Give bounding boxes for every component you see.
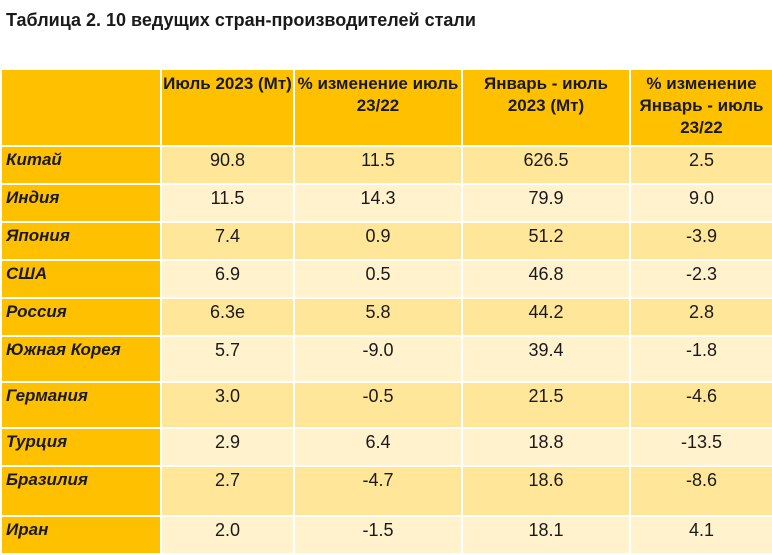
value-cell: 2.5 — [629, 145, 772, 185]
value-cell: -8.6 — [629, 465, 772, 517]
table-row: Бразилия 2.7 -4.7 18.6 -8.6 — [0, 465, 772, 517]
table-row: Германия 3.0 -0.5 21.5 -4.6 — [0, 381, 772, 429]
country-cell: Китай — [0, 145, 162, 185]
value-cell: 2.9 — [160, 427, 295, 467]
value-cell: 0.9 — [293, 221, 463, 261]
value-cell: 2.7 — [160, 465, 295, 517]
value-cell: -4.6 — [629, 381, 772, 429]
country-cell: Иран — [0, 515, 162, 555]
country-cell: США — [0, 259, 162, 299]
value-cell: 14.3 — [293, 183, 463, 223]
value-cell: 0.5 — [293, 259, 463, 299]
value-cell: 18.6 — [461, 465, 631, 517]
country-cell: Германия — [0, 381, 162, 429]
value-cell: 46.8 — [461, 259, 631, 299]
country-cell: Россия — [0, 297, 162, 337]
value-cell: 79.9 — [461, 183, 631, 223]
table-row: США 6.9 0.5 46.8 -2.3 — [0, 259, 772, 299]
value-cell: 3.0 — [160, 381, 295, 429]
header-row: Июль 2023 (Мт) % изменение июль 23/22 Ян… — [0, 68, 772, 147]
value-cell: 2.8 — [629, 297, 772, 337]
table-row: Китай 90.8 11.5 626.5 2.5 — [0, 145, 772, 185]
value-cell: 11.5 — [293, 145, 463, 185]
value-cell: 90.8 — [160, 145, 295, 185]
value-cell: -13.5 — [629, 427, 772, 467]
table-row: Россия 6.3e 5.8 44.2 2.8 — [0, 297, 772, 337]
header-july-2023: Июль 2023 (Мт) — [160, 68, 295, 147]
value-cell: 51.2 — [461, 221, 631, 261]
value-cell: 5.8 — [293, 297, 463, 337]
value-cell: -2.3 — [629, 259, 772, 299]
value-cell: 9.0 — [629, 183, 772, 223]
table-row: Южная Корея 5.7 -9.0 39.4 -1.8 — [0, 335, 772, 383]
header-jan-jul-2023: Январь - июль 2023 (Мт) — [461, 68, 631, 147]
value-cell: 626.5 — [461, 145, 631, 185]
header-change-july: % изменение июль 23/22 — [293, 68, 463, 147]
value-cell: 18.8 — [461, 427, 631, 467]
value-cell: -0.5 — [293, 381, 463, 429]
value-cell: 6.3e — [160, 297, 295, 337]
table-row: Турция 2.9 6.4 18.8 -13.5 — [0, 427, 772, 467]
table-title: Таблица 2. 10 ведущих стран-производител… — [6, 10, 476, 30]
value-cell: -1.5 — [293, 515, 463, 555]
header-country — [0, 68, 162, 147]
value-cell: 39.4 — [461, 335, 631, 383]
country-cell: Япония — [0, 221, 162, 261]
value-cell: -1.8 — [629, 335, 772, 383]
header-change-jan-jul: % изменение Январь - июль 23/22 — [629, 68, 772, 147]
country-cell: Южная Корея — [0, 335, 162, 383]
table-row: Индия 11.5 14.3 79.9 9.0 — [0, 183, 772, 223]
value-cell: 21.5 — [461, 381, 631, 429]
value-cell: 4.1 — [629, 515, 772, 555]
steel-producers-table: Июль 2023 (Мт) % изменение июль 23/22 Ян… — [0, 68, 772, 555]
value-cell: 6.4 — [293, 427, 463, 467]
value-cell: 6.9 — [160, 259, 295, 299]
value-cell: -4.7 — [293, 465, 463, 517]
value-cell: 18.1 — [461, 515, 631, 555]
country-cell: Индия — [0, 183, 162, 223]
value-cell: 5.7 — [160, 335, 295, 383]
value-cell: 2.0 — [160, 515, 295, 555]
value-cell: 44.2 — [461, 297, 631, 337]
value-cell: -9.0 — [293, 335, 463, 383]
table-row: Япония 7.4 0.9 51.2 -3.9 — [0, 221, 772, 261]
value-cell: 7.4 — [160, 221, 295, 261]
country-cell: Турция — [0, 427, 162, 467]
value-cell: 11.5 — [160, 183, 295, 223]
table-row: Иран 2.0 -1.5 18.1 4.1 — [0, 515, 772, 555]
country-cell: Бразилия — [0, 465, 162, 517]
value-cell: -3.9 — [629, 221, 772, 261]
